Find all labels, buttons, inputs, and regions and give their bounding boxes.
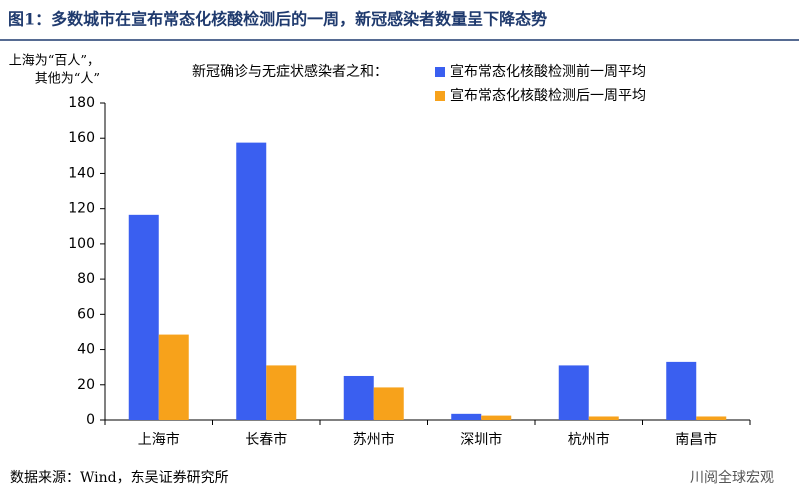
bar: [158, 334, 189, 420]
y-tick-label: 0: [86, 412, 95, 428]
legend-label: 宣布常态化核酸检测后一周平均: [450, 88, 646, 104]
y-tick-label: 160: [68, 130, 95, 146]
bar: [373, 387, 404, 420]
bar: [558, 365, 589, 420]
y-axis-label: 其他为“人”: [35, 72, 100, 87]
y-tick-label: 60: [77, 306, 95, 322]
legend-swatch: [435, 91, 445, 101]
source-note: 数据来源：Wind，东吴证券研究所: [10, 470, 229, 486]
y-tick-label: 140: [68, 165, 95, 181]
x-tick-label: 杭州市: [568, 431, 610, 448]
x-tick-label: 长春市: [245, 431, 287, 448]
legend-label: 宣布常态化核酸检测前一周平均: [450, 63, 646, 80]
x-tick-label: 苏州市: [353, 431, 395, 448]
bar: [451, 413, 482, 420]
y-tick-label: 180: [68, 95, 95, 111]
legend-swatch: [435, 67, 445, 77]
x-tick-label: 深圳市: [460, 431, 502, 448]
y-tick-label: 80: [77, 271, 95, 287]
chart-title: 图1：多数城市在宣布常态化核酸检测后的一周，新冠感染者数量呈下降态势: [8, 10, 547, 29]
x-tick-label: 上海市: [138, 431, 180, 448]
bar: [266, 365, 297, 420]
bar: [696, 416, 727, 420]
bar: [236, 142, 267, 420]
watermark: 川阅全球宏观: [690, 469, 774, 486]
bar: [481, 415, 512, 420]
y-tick-label: 120: [68, 201, 95, 217]
bar: [343, 375, 374, 420]
bar: [128, 214, 159, 420]
bar: [666, 361, 697, 420]
legend-title: 新冠确诊与无症状感染者之和：: [192, 63, 388, 80]
x-tick-label: 南昌市: [675, 431, 717, 448]
y-tick-label: 40: [77, 342, 95, 358]
y-tick-label: 100: [68, 236, 95, 252]
y-axis-label: 上海为“百人”，: [9, 54, 100, 69]
bar: [588, 416, 619, 420]
y-tick-label: 20: [77, 377, 95, 393]
